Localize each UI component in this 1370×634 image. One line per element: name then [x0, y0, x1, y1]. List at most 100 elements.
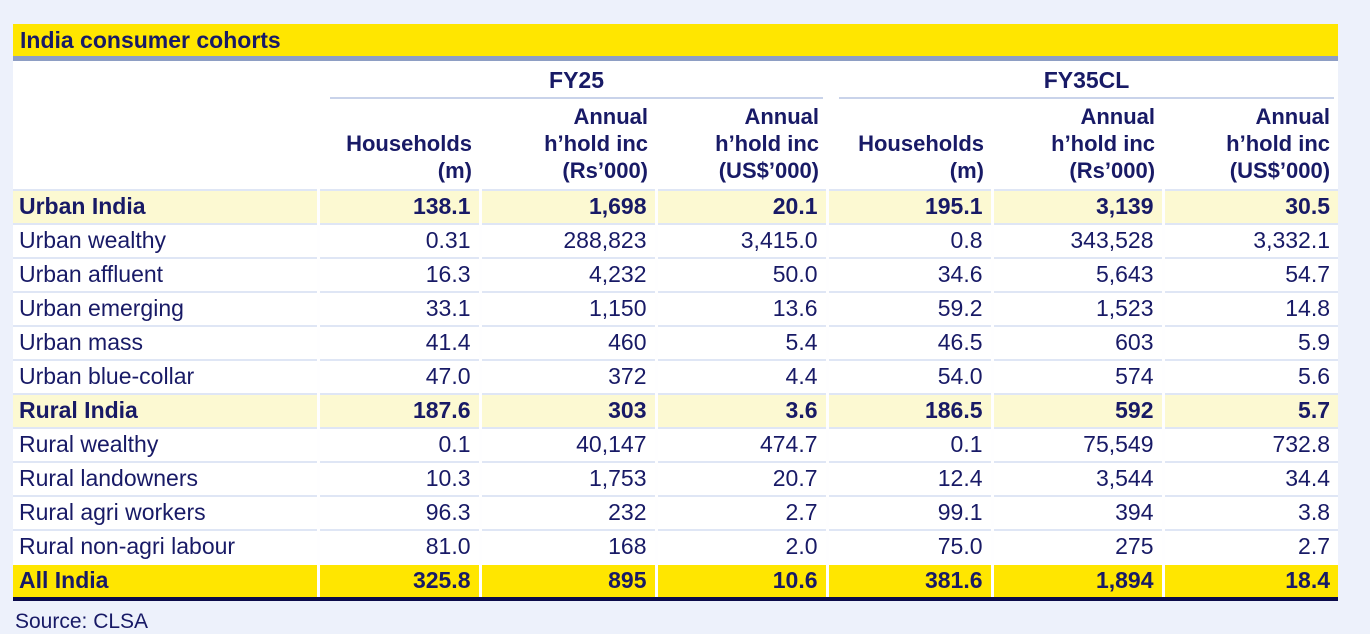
value-cell: 59.2: [825, 291, 993, 326]
row-label: Rural landowners: [13, 461, 318, 496]
value-cell: 40,147: [478, 427, 656, 462]
value-cell: 99.1: [825, 495, 993, 530]
value-cell: 460: [478, 325, 656, 360]
value-cell: 372: [478, 359, 656, 394]
table-row-rural-wealthy: Rural wealthy 0.1 40,147 474.7 0.1 75,54…: [13, 427, 1339, 462]
value-cell: 592: [990, 393, 1164, 428]
group-header-fy35cl: FY35CL: [827, 61, 1339, 99]
value-cell: 3,415.0: [654, 223, 828, 258]
row-label: Rural India: [13, 393, 318, 428]
table-row-urban-emerging: Urban emerging 33.1 1,150 13.6 59.2 1,52…: [13, 291, 1339, 326]
source-note: Source: CLSA: [15, 610, 149, 633]
value-cell: 275: [990, 529, 1164, 564]
table-row-rural-non-agri-labour: Rural non-agri labour 81.0 168 2.0 75.0 …: [13, 529, 1339, 564]
value-cell: 2.7: [1161, 529, 1339, 564]
table-header: FY25 FY35CL Households (m) Annual h’hold…: [13, 61, 1339, 190]
value-cell: 1,753: [478, 461, 656, 496]
value-cell: 81.0: [316, 529, 480, 564]
value-cell: 3,544: [990, 461, 1164, 496]
value-cell: 12.4: [825, 461, 993, 496]
value-cell: 20.1: [654, 189, 828, 224]
corner-cell: [13, 61, 318, 99]
row-label: Rural non-agri labour: [13, 529, 318, 564]
table-row-urban-mass: Urban mass 41.4 460 5.4 46.5 603 5.9: [13, 325, 1339, 360]
table-row-all-india: All India 325.8 895 10.6 381.6 1,894 18.…: [13, 563, 1339, 601]
value-cell: 34.6: [825, 257, 993, 292]
table-row-urban-wealthy: Urban wealthy 0.31 288,823 3,415.0 0.8 3…: [13, 223, 1339, 258]
value-cell: 1,150: [478, 291, 656, 326]
value-cell: 325.8: [316, 563, 480, 601]
value-cell: 195.1: [825, 189, 993, 224]
value-cell: 30.5: [1161, 189, 1339, 224]
exhibit-title: India consumer cohorts: [13, 24, 1338, 56]
value-cell: 0.31: [316, 223, 480, 258]
value-cell: 4.4: [654, 359, 828, 394]
value-cell: 5,643: [990, 257, 1164, 292]
row-label: Urban affluent: [13, 257, 318, 292]
table-row-rural-landowners: Rural landowners 10.3 1,753 20.7 12.4 3,…: [13, 461, 1339, 496]
value-cell: 46.5: [825, 325, 993, 360]
value-cell: 2.0: [654, 529, 828, 564]
value-cell: 288,823: [478, 223, 656, 258]
value-cell: 474.7: [654, 427, 828, 462]
value-cell: 186.5: [825, 393, 993, 428]
value-cell: 3,332.1: [1161, 223, 1339, 258]
col-header-fy35cl-households: Households (m): [827, 99, 993, 190]
value-cell: 0.1: [316, 427, 480, 462]
table-row-rural-india: Rural India 187.6 303 3.6 186.5 592 5.7: [13, 393, 1339, 428]
row-label: All India: [13, 563, 318, 601]
value-cell: 0.8: [825, 223, 993, 258]
value-cell: 10.3: [316, 461, 480, 496]
table-body: Urban India 138.1 1,698 20.1 195.1 3,139…: [13, 189, 1339, 601]
value-cell: 34.4: [1161, 461, 1339, 496]
value-cell: 3.8: [1161, 495, 1339, 530]
col-header-fy25-households: Households (m): [318, 99, 480, 190]
col-header-fy35cl-income-usd: Annual h’hold inc (US$’000): [1163, 99, 1339, 190]
value-cell: 50.0: [654, 257, 828, 292]
value-cell: 381.6: [825, 563, 993, 601]
value-cell: 3.6: [654, 393, 828, 428]
value-cell: 4,232: [478, 257, 656, 292]
value-cell: 232: [478, 495, 656, 530]
value-cell: 5.4: [654, 325, 828, 360]
col-header-fy25-income-usd: Annual h’hold inc (US$’000): [656, 99, 828, 190]
value-cell: 14.8: [1161, 291, 1339, 326]
col-header-fy35cl-income-rs: Annual h’hold inc (Rs’000): [992, 99, 1164, 190]
value-cell: 96.3: [316, 495, 480, 530]
value-cell: 54.0: [825, 359, 993, 394]
row-label: Urban emerging: [13, 291, 318, 326]
value-cell: 895: [478, 563, 656, 601]
title-divider: [13, 56, 1338, 61]
value-cell: 574: [990, 359, 1164, 394]
value-cell: 343,528: [990, 223, 1164, 258]
value-cell: 33.1: [316, 291, 480, 326]
value-cell: 2.7: [654, 495, 828, 530]
row-label: Urban wealthy: [13, 223, 318, 258]
value-cell: 187.6: [316, 393, 480, 428]
value-cell: 1,523: [990, 291, 1164, 326]
value-cell: 54.7: [1161, 257, 1339, 292]
value-cell: 16.3: [316, 257, 480, 292]
value-cell: 394: [990, 495, 1164, 530]
column-header-row: Households (m) Annual h’hold inc (Rs’000…: [13, 99, 1339, 190]
value-cell: 75,549: [990, 427, 1164, 462]
value-cell: 5.9: [1161, 325, 1339, 360]
value-cell: 1,698: [478, 189, 656, 224]
table-row-urban-affluent: Urban affluent 16.3 4,232 50.0 34.6 5,64…: [13, 257, 1339, 292]
value-cell: 20.7: [654, 461, 828, 496]
value-cell: 47.0: [316, 359, 480, 394]
table-row-rural-agri-workers: Rural agri workers 96.3 232 2.7 99.1 394…: [13, 495, 1339, 530]
value-cell: 10.6: [654, 563, 828, 601]
table-row-urban-blue-collar: Urban blue-collar 47.0 372 4.4 54.0 574 …: [13, 359, 1339, 394]
row-label: Urban India: [13, 189, 318, 224]
group-header-fy35cl-label: FY35CL: [839, 65, 1335, 99]
value-cell: 5.7: [1161, 393, 1339, 428]
value-cell: 18.4: [1161, 563, 1339, 601]
india-consumer-cohorts-table: FY25 FY35CL Households (m) Annual h’hold…: [13, 61, 1339, 601]
value-cell: 0.1: [825, 427, 993, 462]
group-header-fy25: FY25: [318, 61, 828, 99]
value-cell: 5.6: [1161, 359, 1339, 394]
table-row-urban-india: Urban India 138.1 1,698 20.1 195.1 3,139…: [13, 189, 1339, 224]
value-cell: 1,894: [990, 563, 1164, 601]
